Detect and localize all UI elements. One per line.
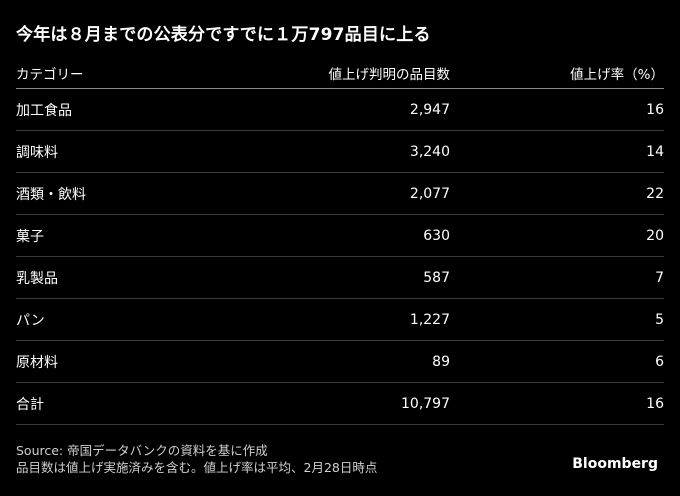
column-header-category: カテゴリー xyxy=(16,67,84,83)
table-row-total: 合計 10,797 16 xyxy=(16,383,664,425)
cell-rate: 20 xyxy=(646,227,664,244)
cell-category: パン xyxy=(16,312,45,329)
cell-rate: 16 xyxy=(646,101,664,118)
cell-items: 3,240 xyxy=(409,143,450,160)
table-row: 加工食品 2,947 16 xyxy=(16,89,664,131)
cell-items: 587 xyxy=(423,269,450,286)
cell-rate: 22 xyxy=(646,185,664,202)
table-row: 菓子 630 20 xyxy=(16,215,664,257)
cell-category: 菓子 xyxy=(16,228,44,245)
cell-rate: 16 xyxy=(646,395,664,412)
bloomberg-logo: Bloomberg xyxy=(572,456,658,472)
cell-items: 2,077 xyxy=(409,185,450,202)
cell-category: 合計 xyxy=(16,396,44,413)
table-row: パン 1,227 5 xyxy=(16,299,664,341)
data-table: カテゴリー 値上げ判明の品目数 値上げ率（%） 加工食品 2,947 16 調味… xyxy=(16,58,664,425)
cell-items: 2,947 xyxy=(409,101,450,118)
cell-items: 630 xyxy=(423,227,450,244)
cell-items: 89 xyxy=(432,353,450,370)
cell-category: 原材料 xyxy=(16,354,58,371)
cell-rate: 5 xyxy=(655,311,664,328)
cell-category: 酒類・飲料 xyxy=(16,186,86,203)
table-header: カテゴリー 値上げ判明の品目数 値上げ率（%） xyxy=(16,58,664,89)
cell-category: 加工食品 xyxy=(16,102,72,119)
cell-items: 1,227 xyxy=(409,311,450,328)
column-header-rate: 値上げ率（%） xyxy=(570,67,664,83)
table-row: 酒類・飲料 2,077 22 xyxy=(16,173,664,215)
cell-rate: 14 xyxy=(646,143,664,160)
cell-category: 調味料 xyxy=(16,144,58,161)
footnote: 品目数は値上げ実施済みを含む。値上げ率は平均、2月28日時点 xyxy=(16,460,378,475)
cell-rate: 6 xyxy=(655,353,664,370)
page-title: 今年は８月までの公表分ですでに１万797品目に上る xyxy=(16,25,431,45)
footer-notes: Source: 帝国データバンクの資料を基に作成 品目数は値上げ実施済みを含む。… xyxy=(16,442,377,476)
cell-rate: 7 xyxy=(655,269,664,286)
source-note: Source: 帝国データバンクの資料を基に作成 xyxy=(16,443,268,458)
table-row: 調味料 3,240 14 xyxy=(16,131,664,173)
cell-items: 10,797 xyxy=(401,395,450,412)
cell-category: 乳製品 xyxy=(16,270,58,287)
table-row: 原材料 89 6 xyxy=(16,341,664,383)
table-row: 乳製品 587 7 xyxy=(16,257,664,299)
column-header-items: 値上げ判明の品目数 xyxy=(328,67,451,83)
